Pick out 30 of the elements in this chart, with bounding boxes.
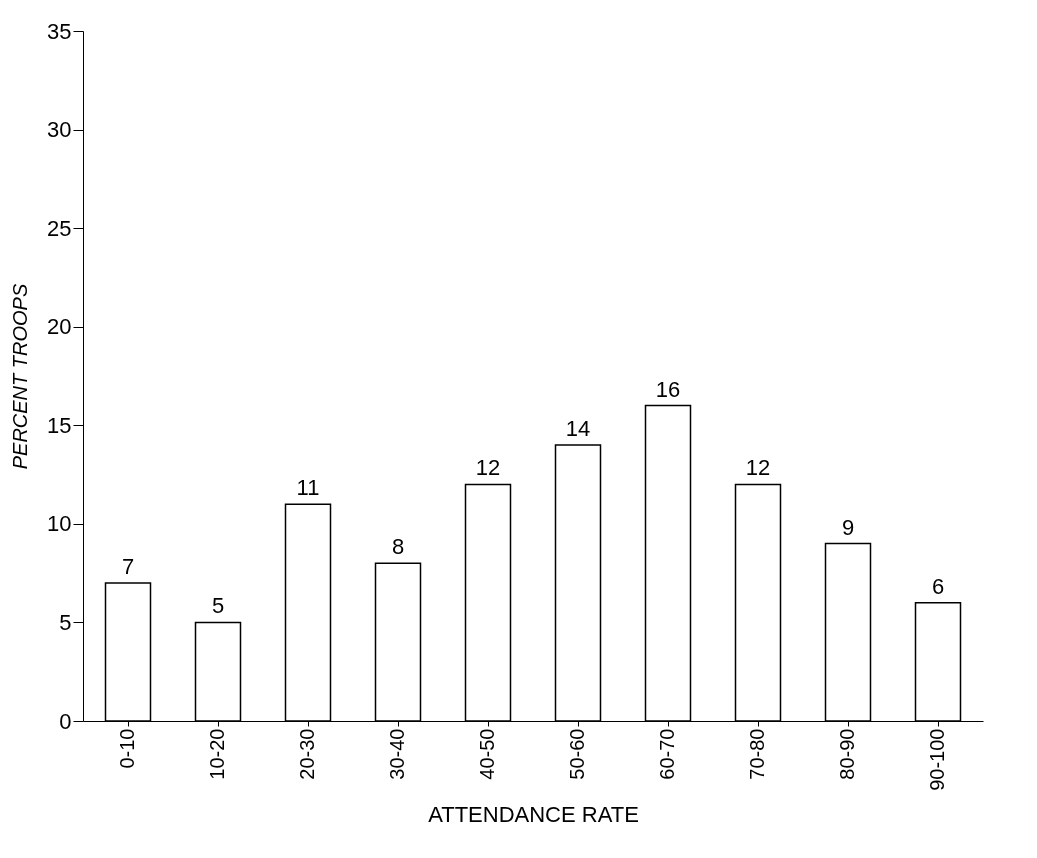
y-tick-label: 0 [59, 708, 72, 734]
x-tick-label: 60-70 [656, 728, 678, 780]
x-tick-label: 40-50 [476, 728, 498, 780]
y-tick-label: 10 [47, 511, 72, 537]
y-tick-label: 25 [47, 215, 72, 241]
data-label: 12 [475, 455, 501, 481]
y-axis-title: PERCENT TROOPS [9, 283, 32, 470]
data-label: 5 [211, 593, 225, 619]
x-tick-label: 90-100 [926, 728, 948, 791]
x-tick-label: 20-30 [296, 728, 318, 780]
x-tick-label: 70-80 [746, 728, 768, 780]
data-label: 8 [391, 534, 405, 560]
data-label: 16 [655, 376, 681, 402]
data-label: 9 [841, 514, 855, 540]
x-axis-title: ATTENDANCE RATE [428, 801, 639, 827]
x-tick-label: 30-40 [386, 728, 408, 780]
data-label: 14 [565, 416, 591, 441]
data-label: 7 [121, 554, 135, 579]
x-tick-label: 50-60 [566, 728, 588, 780]
data-label: 11 [296, 475, 320, 501]
y-tick-label: 5 [59, 609, 72, 635]
y-tick-label: 30 [47, 117, 72, 143]
y-tick-label: 20 [47, 314, 72, 340]
y-tick-label: 35 [47, 18, 72, 44]
data-label: 12 [745, 455, 771, 481]
x-tick-label: 0-10 [116, 728, 138, 769]
data-label: 6 [931, 573, 945, 599]
x-tick-label: 10-20 [206, 728, 228, 780]
y-tick-label: 15 [47, 412, 72, 438]
x-tick-label: 80-90 [836, 728, 858, 780]
